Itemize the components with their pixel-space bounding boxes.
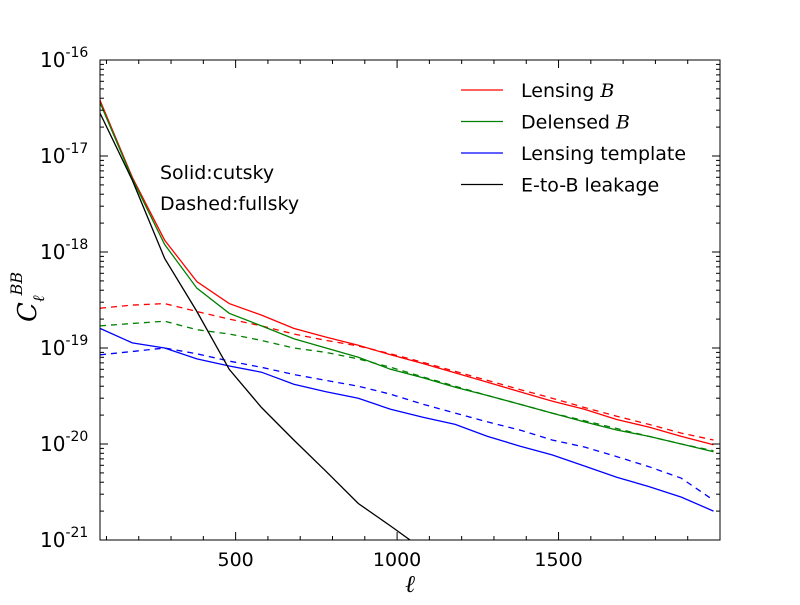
legend-label: Lensing template [521,143,686,165]
y-tick-label: 10-21 [40,525,88,552]
series-line-3 [100,320,714,452]
x-axis-label: ℓ [405,570,415,598]
series-line-5 [100,347,714,501]
x-tick-label: 1500 [534,549,582,571]
y-tick-label: 10-20 [40,429,88,456]
svg-text:CℓBB: CℓBB [7,272,48,322]
y-tick-label: 10-19 [40,333,88,360]
y-axis-label: CℓBB [7,272,48,322]
annotation-solid: Solid:cutsky [160,162,274,184]
series-line-4 [100,327,714,512]
y-tick-label: 10-16 [40,45,88,72]
series-line-2 [100,102,714,453]
series-line-0 [100,100,714,446]
legend-label: Delensed B [521,112,630,134]
y-tick-label: 10-17 [40,141,88,168]
legend-label: E-to-B leakage [521,175,659,197]
x-tick-label: 1000 [373,549,421,571]
series-line-6 [100,112,412,540]
y-tick-label: 10-18 [40,237,88,264]
legend-label: Lensing B [521,80,614,102]
legend: Lensing B Delensed B Lensing template E-to-… [461,80,686,197]
plot-area [100,60,720,540]
plot-frame [99,59,721,541]
series-line-1 [100,302,714,441]
x-tick-label: 500 [217,549,253,571]
annotation-dashed: Dashed:fullsky [160,193,299,215]
